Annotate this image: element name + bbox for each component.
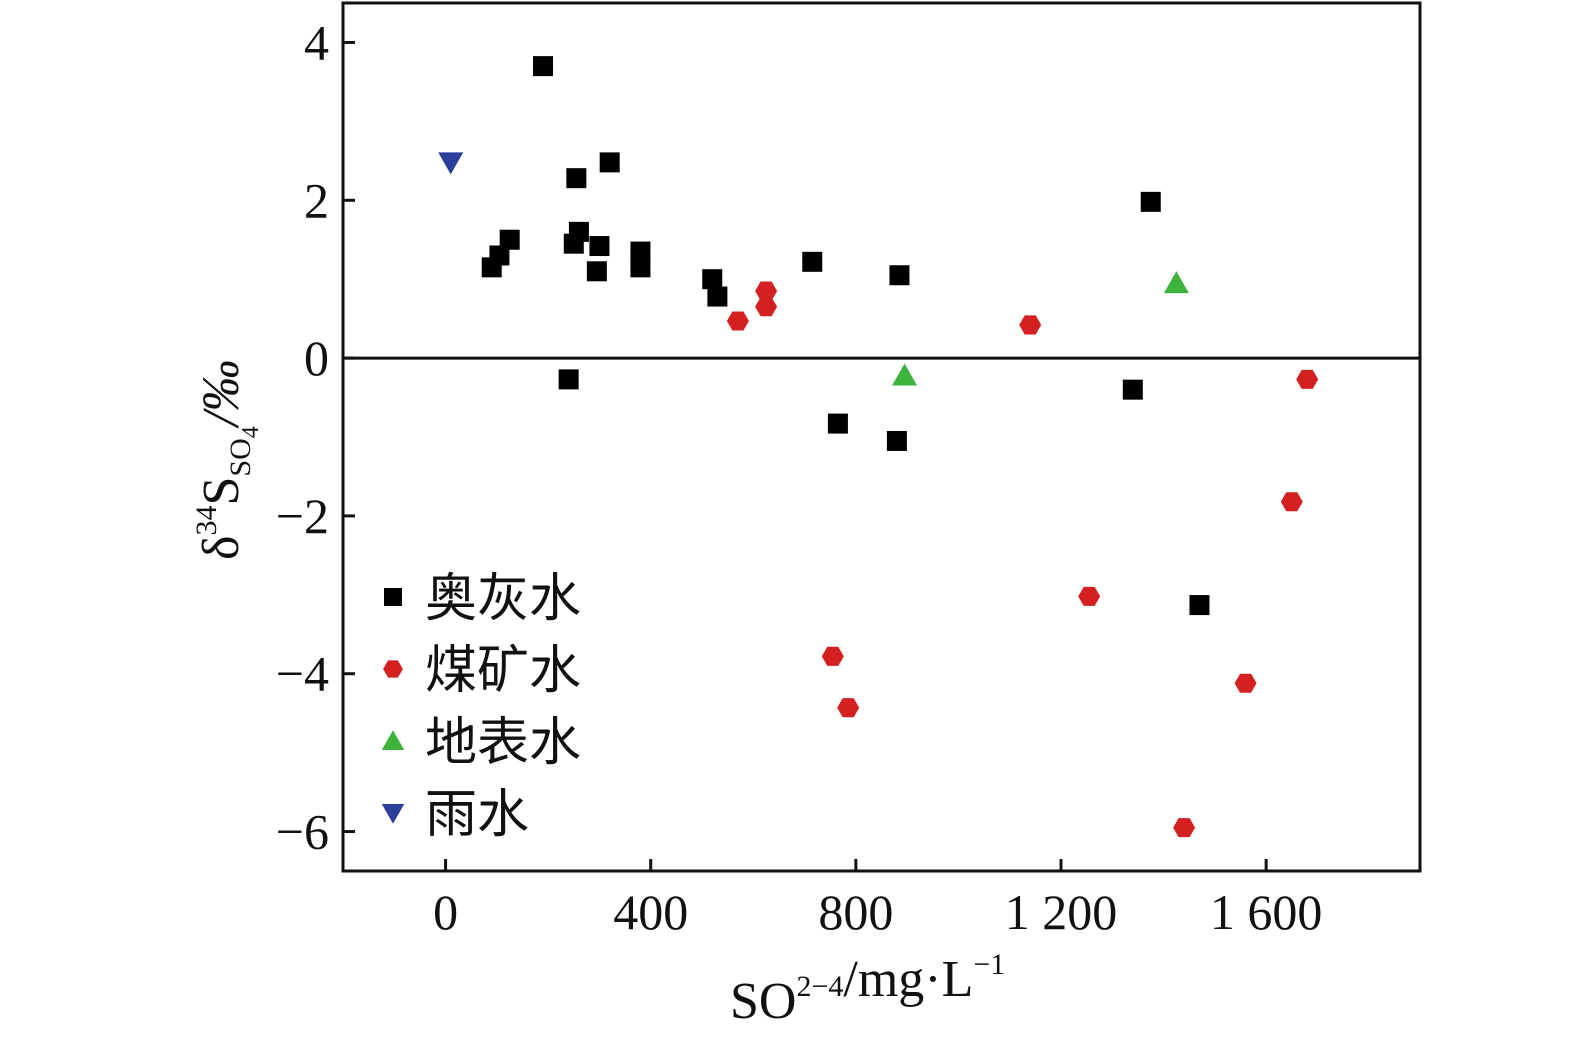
- data-point: [1234, 673, 1257, 693]
- data-point: [1280, 492, 1303, 512]
- x-tick-label: 400: [613, 884, 688, 940]
- data-point: [1122, 379, 1143, 400]
- plot-frame: [341, 1, 1422, 873]
- data-point: [1140, 191, 1161, 212]
- legend-label: 奥灰水: [425, 569, 581, 629]
- data-point: [702, 269, 723, 290]
- data-point: [892, 363, 918, 386]
- data-point: [558, 369, 579, 390]
- y-tick-label: 2: [304, 172, 329, 228]
- x-tick-label: 800: [818, 884, 893, 940]
- y-tick-label: −6: [276, 804, 329, 860]
- legend-label: 雨水: [425, 785, 529, 845]
- data-point: [1078, 586, 1101, 606]
- data-point: [1189, 595, 1210, 616]
- data-point: [755, 297, 778, 317]
- legend-marker: [381, 730, 405, 750]
- data-point: [886, 430, 907, 451]
- legend-label: 地表水: [425, 713, 581, 773]
- data-point: [438, 152, 464, 175]
- x-axis: 0 400 800 1 200 1 600: [433, 859, 1322, 940]
- x-tick-label: 1 600: [1210, 884, 1323, 940]
- data-point: [630, 257, 651, 278]
- x-axis-title: SO2−4/mg·L−1: [730, 948, 1005, 1030]
- data-point: [499, 229, 520, 250]
- legend-marker: [381, 804, 405, 824]
- y-axis: 4 2 0 −2 −4 −6: [276, 14, 355, 860]
- data-point: [707, 286, 728, 307]
- data-point: [563, 233, 584, 254]
- data-point: [802, 251, 823, 272]
- data-point: [889, 265, 910, 286]
- y-axis-title: δ34SSO4/‰: [190, 360, 264, 560]
- legend-label: 煤矿水: [425, 641, 581, 701]
- data-point: [1019, 315, 1042, 335]
- data-point: [599, 152, 620, 173]
- data-point: [837, 698, 860, 718]
- data-point: [481, 257, 502, 278]
- data-point: [1173, 818, 1196, 838]
- data-point: [533, 56, 554, 77]
- data-point: [586, 261, 607, 282]
- y-tick-label: −2: [276, 488, 329, 544]
- y-tick-label: 0: [304, 330, 329, 386]
- data-point: [1163, 271, 1189, 294]
- data-point: [821, 646, 844, 666]
- data-point: [755, 281, 778, 301]
- y-tick-label: −4: [276, 646, 329, 702]
- x-tick-label: 1 200: [1005, 884, 1118, 940]
- data-point: [1296, 369, 1319, 389]
- data-points: [438, 56, 1319, 838]
- data-point: [589, 236, 610, 257]
- legend-marker: [384, 588, 402, 606]
- data-point: [630, 241, 651, 262]
- data-point: [726, 311, 749, 331]
- data-point: [566, 168, 587, 189]
- x-tick-label: 0: [433, 884, 458, 940]
- legend-marker: [383, 660, 403, 678]
- data-point: [827, 413, 848, 434]
- y-tick-label: 4: [304, 14, 329, 70]
